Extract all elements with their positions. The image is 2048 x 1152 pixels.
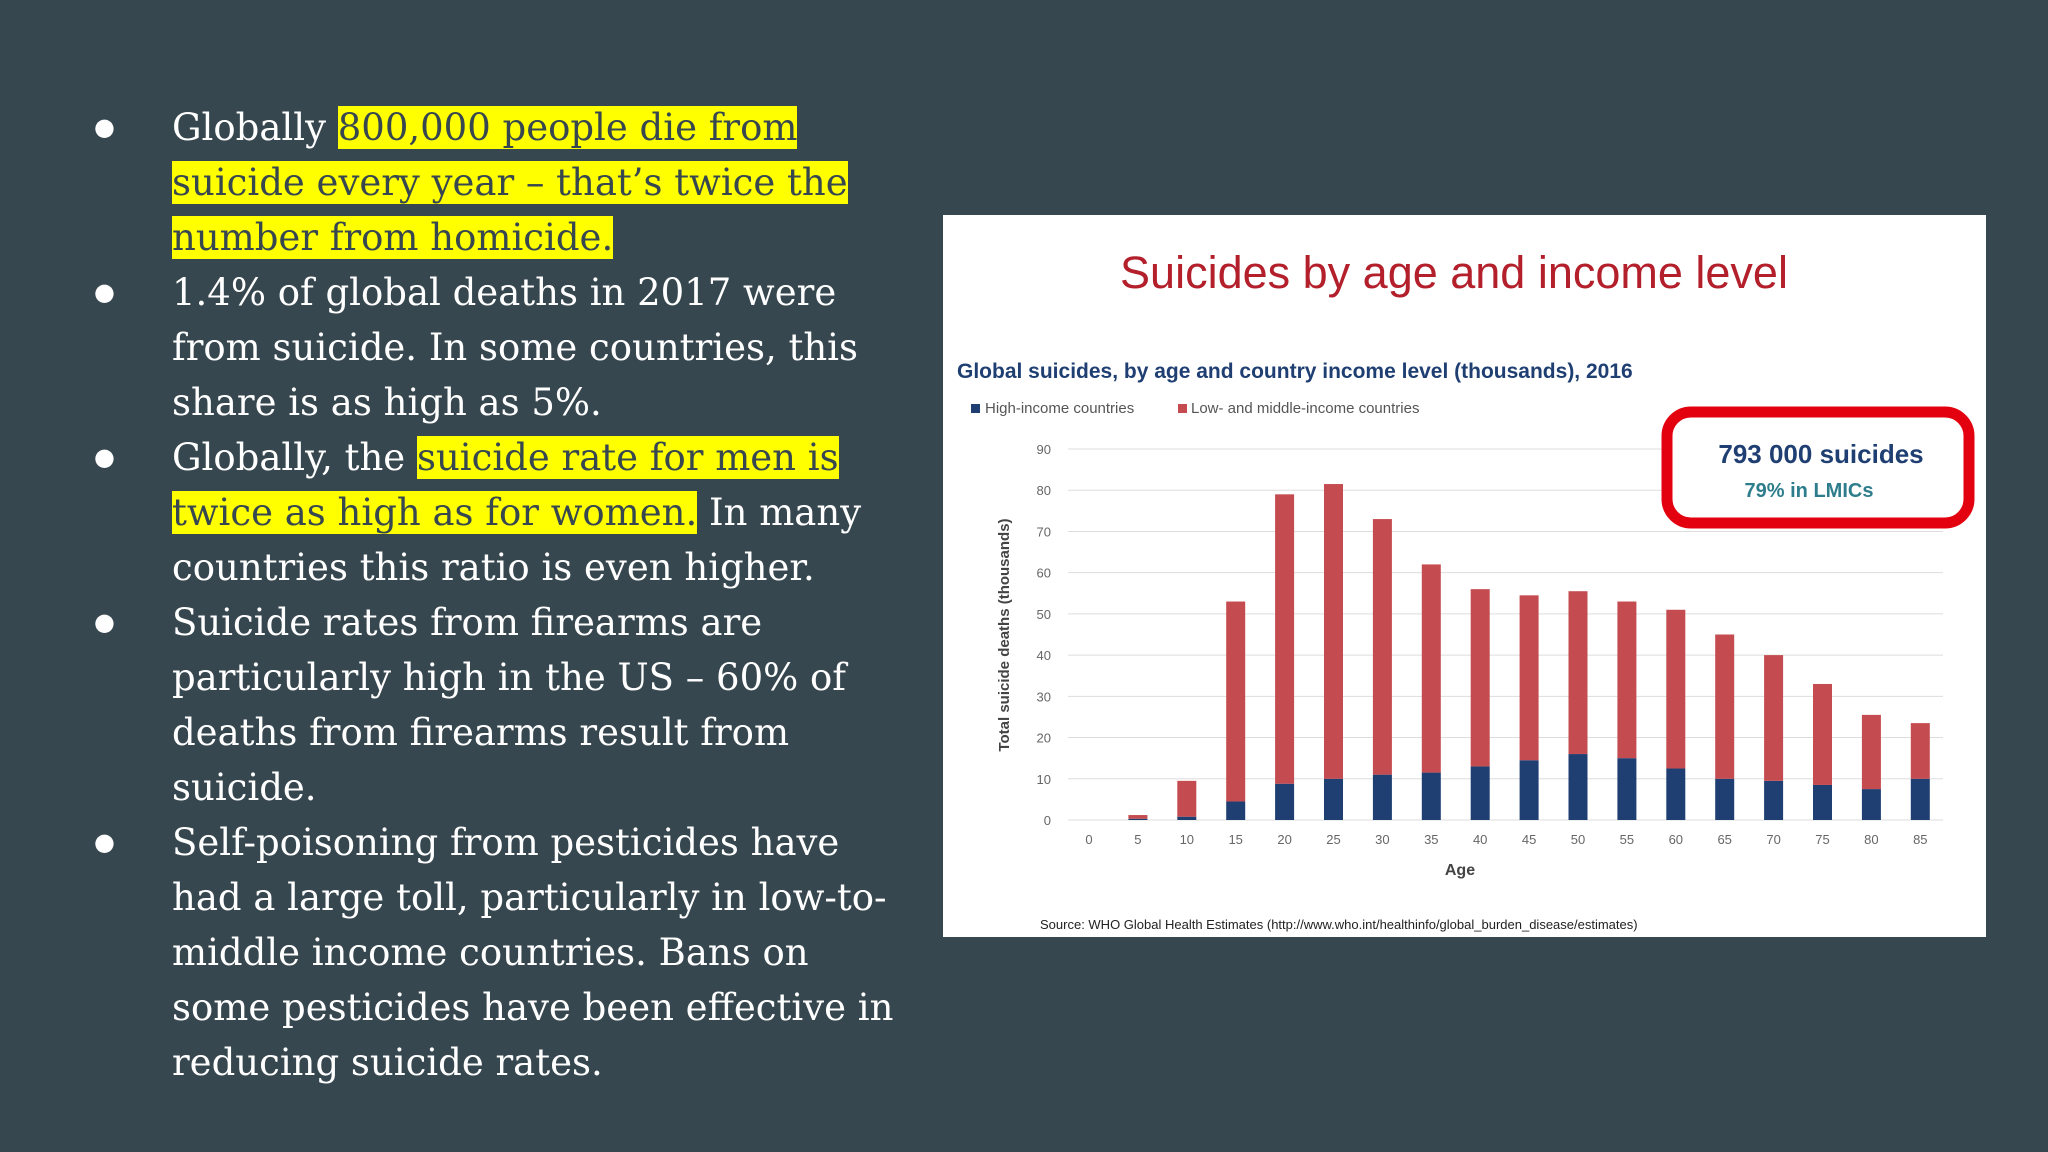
- y-axis-ticks: 0 10 20 30 40 50 60 70 80 90: [1037, 442, 1051, 828]
- x-tick-label: 15: [1228, 832, 1242, 847]
- y-tick-label: 30: [1037, 689, 1051, 704]
- bullet-text: Globally, the: [172, 436, 417, 479]
- x-tick-label: 80: [1864, 832, 1878, 847]
- chart-source: Source: WHO Global Health Estimates (htt…: [1040, 917, 1638, 932]
- legend-label-high-income: High-income countries: [985, 400, 1134, 417]
- bullet-item: Suicide rates from firearms are particul…: [94, 595, 894, 815]
- x-tick-label: 40: [1473, 832, 1487, 847]
- bullet-list: Globally 800,000 people die from suicide…: [94, 100, 894, 1090]
- bullet-item: 1.4% of global deaths in 2017 were from …: [94, 265, 894, 430]
- chart-heading: Suicides by age and income level: [1120, 247, 1788, 298]
- x-tick-label: 55: [1620, 832, 1634, 847]
- legend-label-low-middle-income: Low- and middle-income countries: [1191, 400, 1419, 417]
- bar-high-income-45: [1519, 760, 1539, 820]
- callout-share: 79% in LMICs: [1745, 480, 1874, 502]
- y-tick-label: 70: [1037, 524, 1051, 539]
- bar-high-income-5: [1128, 818, 1148, 820]
- bar-high-income-65: [1715, 778, 1735, 820]
- bullet-text: Suicide rates from firearms are particul…: [172, 601, 847, 809]
- bar-low-middle-income-70: [1764, 655, 1784, 781]
- bar-high-income-20: [1275, 783, 1295, 820]
- y-tick-label: 60: [1037, 566, 1051, 581]
- bar-high-income-35: [1421, 772, 1441, 820]
- x-tick-label: 60: [1669, 832, 1683, 847]
- bullet-text: Self-poisoning from pesticides have had …: [172, 821, 894, 1084]
- x-tick-label: 10: [1180, 832, 1194, 847]
- bar-high-income-80: [1861, 789, 1881, 820]
- x-tick-label: 65: [1717, 832, 1731, 847]
- x-tick-label: 70: [1766, 832, 1780, 847]
- chart-image: Suicides by age and income level Global …: [943, 215, 1986, 937]
- callout-total: 793 000 suicides: [1718, 439, 1923, 469]
- callout-border: [1661, 406, 1975, 529]
- bar-low-middle-income-10: [1177, 780, 1197, 817]
- bar-low-middle-income-75: [1813, 683, 1832, 785]
- bullet-text: 1.4% of global deaths in 2017 were from …: [172, 271, 858, 424]
- y-tick-label: 0: [1044, 813, 1051, 828]
- bar-low-middle-income-35: [1421, 564, 1441, 773]
- y-tick-label: 10: [1037, 772, 1051, 787]
- x-axis-ticks: 0 5 10 15 20 25 30 35 40 45 50 55 60 65 70 75 80 85: [1085, 832, 1927, 847]
- bar-low-middle-income-20: [1275, 494, 1295, 784]
- bar-low-middle-income-60: [1666, 609, 1686, 769]
- bar-low-middle-income-50: [1568, 591, 1588, 755]
- bar-low-middle-income-30: [1372, 519, 1392, 775]
- bullet-text: In many countries this ratio is even hig…: [172, 491, 862, 589]
- bar-high-income-30: [1372, 774, 1392, 820]
- bar-high-income-70: [1764, 780, 1784, 820]
- y-tick-label: 80: [1037, 483, 1051, 498]
- bar-high-income-15: [1226, 801, 1246, 820]
- bullet-item: Globally 800,000 people die from suicide…: [94, 100, 894, 265]
- bullet-item: Self-poisoning from pesticides have had …: [94, 815, 894, 1090]
- y-axis-label: Total suicide deaths (thousands): [996, 518, 1013, 751]
- bar-high-income-85: [1910, 778, 1930, 820]
- callout-box: 793 000 suicides 79% in LMICs: [1661, 406, 1975, 529]
- legend-swatch-low-middle-income: [1178, 404, 1187, 413]
- chart-title: Global suicides, by age and country inco…: [957, 360, 1633, 383]
- bullet-item: Globally, the suicide rate for men is tw…: [94, 430, 894, 595]
- x-tick-label: 50: [1571, 832, 1585, 847]
- chart-grid: [1068, 448, 1943, 821]
- bar-low-middle-income-15: [1226, 601, 1246, 802]
- bar-low-middle-income-80: [1861, 714, 1881, 790]
- bar-low-middle-income-55: [1617, 601, 1637, 759]
- x-tick-label: 25: [1326, 832, 1340, 847]
- legend-swatch-high-income: [971, 404, 980, 413]
- bar-high-income-10: [1177, 816, 1197, 820]
- bar-low-middle-income-45: [1519, 595, 1539, 761]
- chart-bars: [1128, 484, 1930, 820]
- y-tick-label: 40: [1037, 648, 1051, 663]
- bar-high-income-50: [1568, 754, 1588, 820]
- x-axis-label: Age: [1445, 862, 1475, 879]
- x-tick-label: 30: [1375, 832, 1389, 847]
- bar-low-middle-income-65: [1715, 634, 1735, 779]
- bar-low-middle-income-40: [1470, 589, 1490, 767]
- bar-high-income-60: [1666, 768, 1686, 820]
- suicides-chart: Suicides by age and income level Global …: [957, 247, 1975, 932]
- y-tick-label: 20: [1037, 731, 1051, 746]
- x-tick-label: 45: [1522, 832, 1536, 847]
- y-tick-label: 90: [1037, 442, 1051, 457]
- x-tick-label: 20: [1277, 832, 1291, 847]
- y-tick-label: 50: [1037, 607, 1051, 622]
- x-tick-label: 75: [1815, 832, 1829, 847]
- x-tick-label: 35: [1424, 832, 1438, 847]
- bullet-text: Globally: [172, 106, 338, 149]
- bar-high-income-55: [1617, 758, 1637, 820]
- chart-legend: High-income countries Low- and middle-in…: [971, 400, 1419, 417]
- bar-low-middle-income-5: [1128, 815, 1148, 819]
- highlighted-text: 800,000 people die from suicide every ye…: [172, 106, 848, 259]
- bar-high-income-40: [1470, 766, 1490, 820]
- bar-high-income-75: [1813, 784, 1832, 820]
- x-tick-label: 0: [1085, 832, 1092, 847]
- x-tick-label: 85: [1913, 832, 1927, 847]
- bar-low-middle-income-25: [1324, 484, 1343, 779]
- bar-high-income-25: [1324, 778, 1343, 820]
- x-tick-label: 5: [1134, 832, 1141, 847]
- bar-low-middle-income-85: [1910, 723, 1930, 779]
